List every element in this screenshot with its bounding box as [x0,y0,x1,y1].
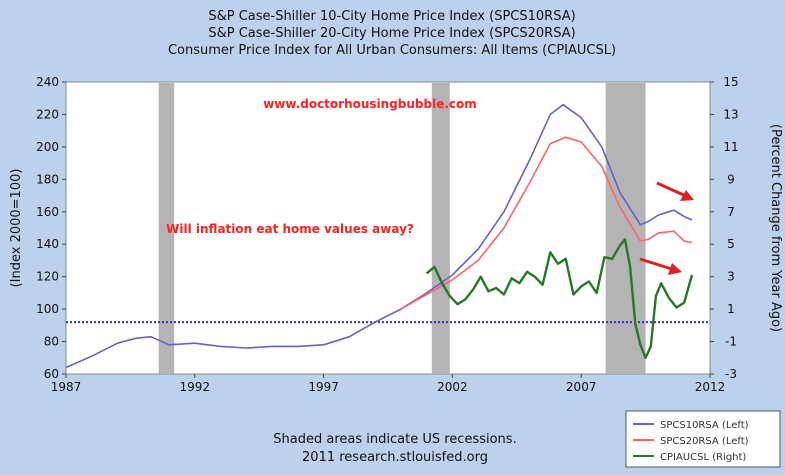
y-right-tick-label: 9 [727,172,735,186]
chart-title-1: S&P Case-Shiller 10-City Home Price Inde… [208,9,575,24]
footer-recession-note: Shaded areas indicate US recessions. [273,432,516,447]
x-tick-label: 2002 [437,380,468,394]
y-left-tick-label: 100 [36,302,59,316]
y-right-tick-label: 5 [727,237,735,251]
y-left-tick-label: 220 [36,107,59,121]
x-tick-label: 1992 [180,380,211,394]
y-right-tick-label: 3 [727,270,735,284]
y-left-tick-label: 60 [44,367,59,381]
y-right-tick-label: 15 [723,75,738,89]
legend: SPCS10RSA (Left) SPCS20RSA (Left) CPIAUC… [625,410,781,468]
recession-band [431,83,450,374]
y-axis-left-label: (Index 2000=100) [9,169,24,288]
y-left-tick-label: 80 [44,335,59,349]
y-right-tick-label: 11 [723,140,738,154]
x-tick-label: 1997 [308,380,339,394]
footer-source: 2011 research.stlouisfed.org [302,450,488,465]
down-arrow-icon [639,257,682,275]
legend-label-spcs10: SPCS10RSA (Left) [660,420,749,431]
y-left-tick-label: 120 [36,270,59,284]
y-left-tick-label: 200 [36,140,59,154]
annotation-text: Will inflation eat home values away? [166,222,414,236]
y-left-tick-label: 240 [36,75,59,89]
legend-label-spcs20: SPCS20RSA (Left) [660,436,749,447]
chart-title-2: S&P Case-Shiller 20-City Home Price Inde… [208,26,575,41]
watermark-text: www.doctorhousingbubble.com [263,97,477,111]
series-line-spcs20rsa [400,136,693,310]
y-left-tick-label: 140 [36,237,59,251]
x-tick-label: 2007 [566,380,597,394]
down-arrow-icon [656,181,694,201]
y-right-tick-label: 13 [723,107,738,121]
series-line-spcs10rsa [65,103,693,369]
y-left-tick-label: 180 [36,172,59,186]
x-tick-label: 2012 [695,380,726,394]
series-line-cpiaucsl [425,238,694,359]
y-axis-right-label: (Percent Change from Year Ago) [768,124,783,332]
y-right-tick-label: -3 [725,367,737,381]
y-left-tick-label: 160 [36,205,59,219]
chart-title-3: Consumer Price Index for All Urban Consu… [168,43,616,58]
recession-band [605,83,646,374]
y-right-tick-label: 1 [727,302,735,316]
recession-band [158,83,175,374]
y-right-tick-label: -1 [725,335,737,349]
x-tick-label: 1987 [51,380,82,394]
legend-label-cpi: CPIAUCSL (Right) [660,452,746,463]
y-right-tick-label: 7 [727,205,735,219]
